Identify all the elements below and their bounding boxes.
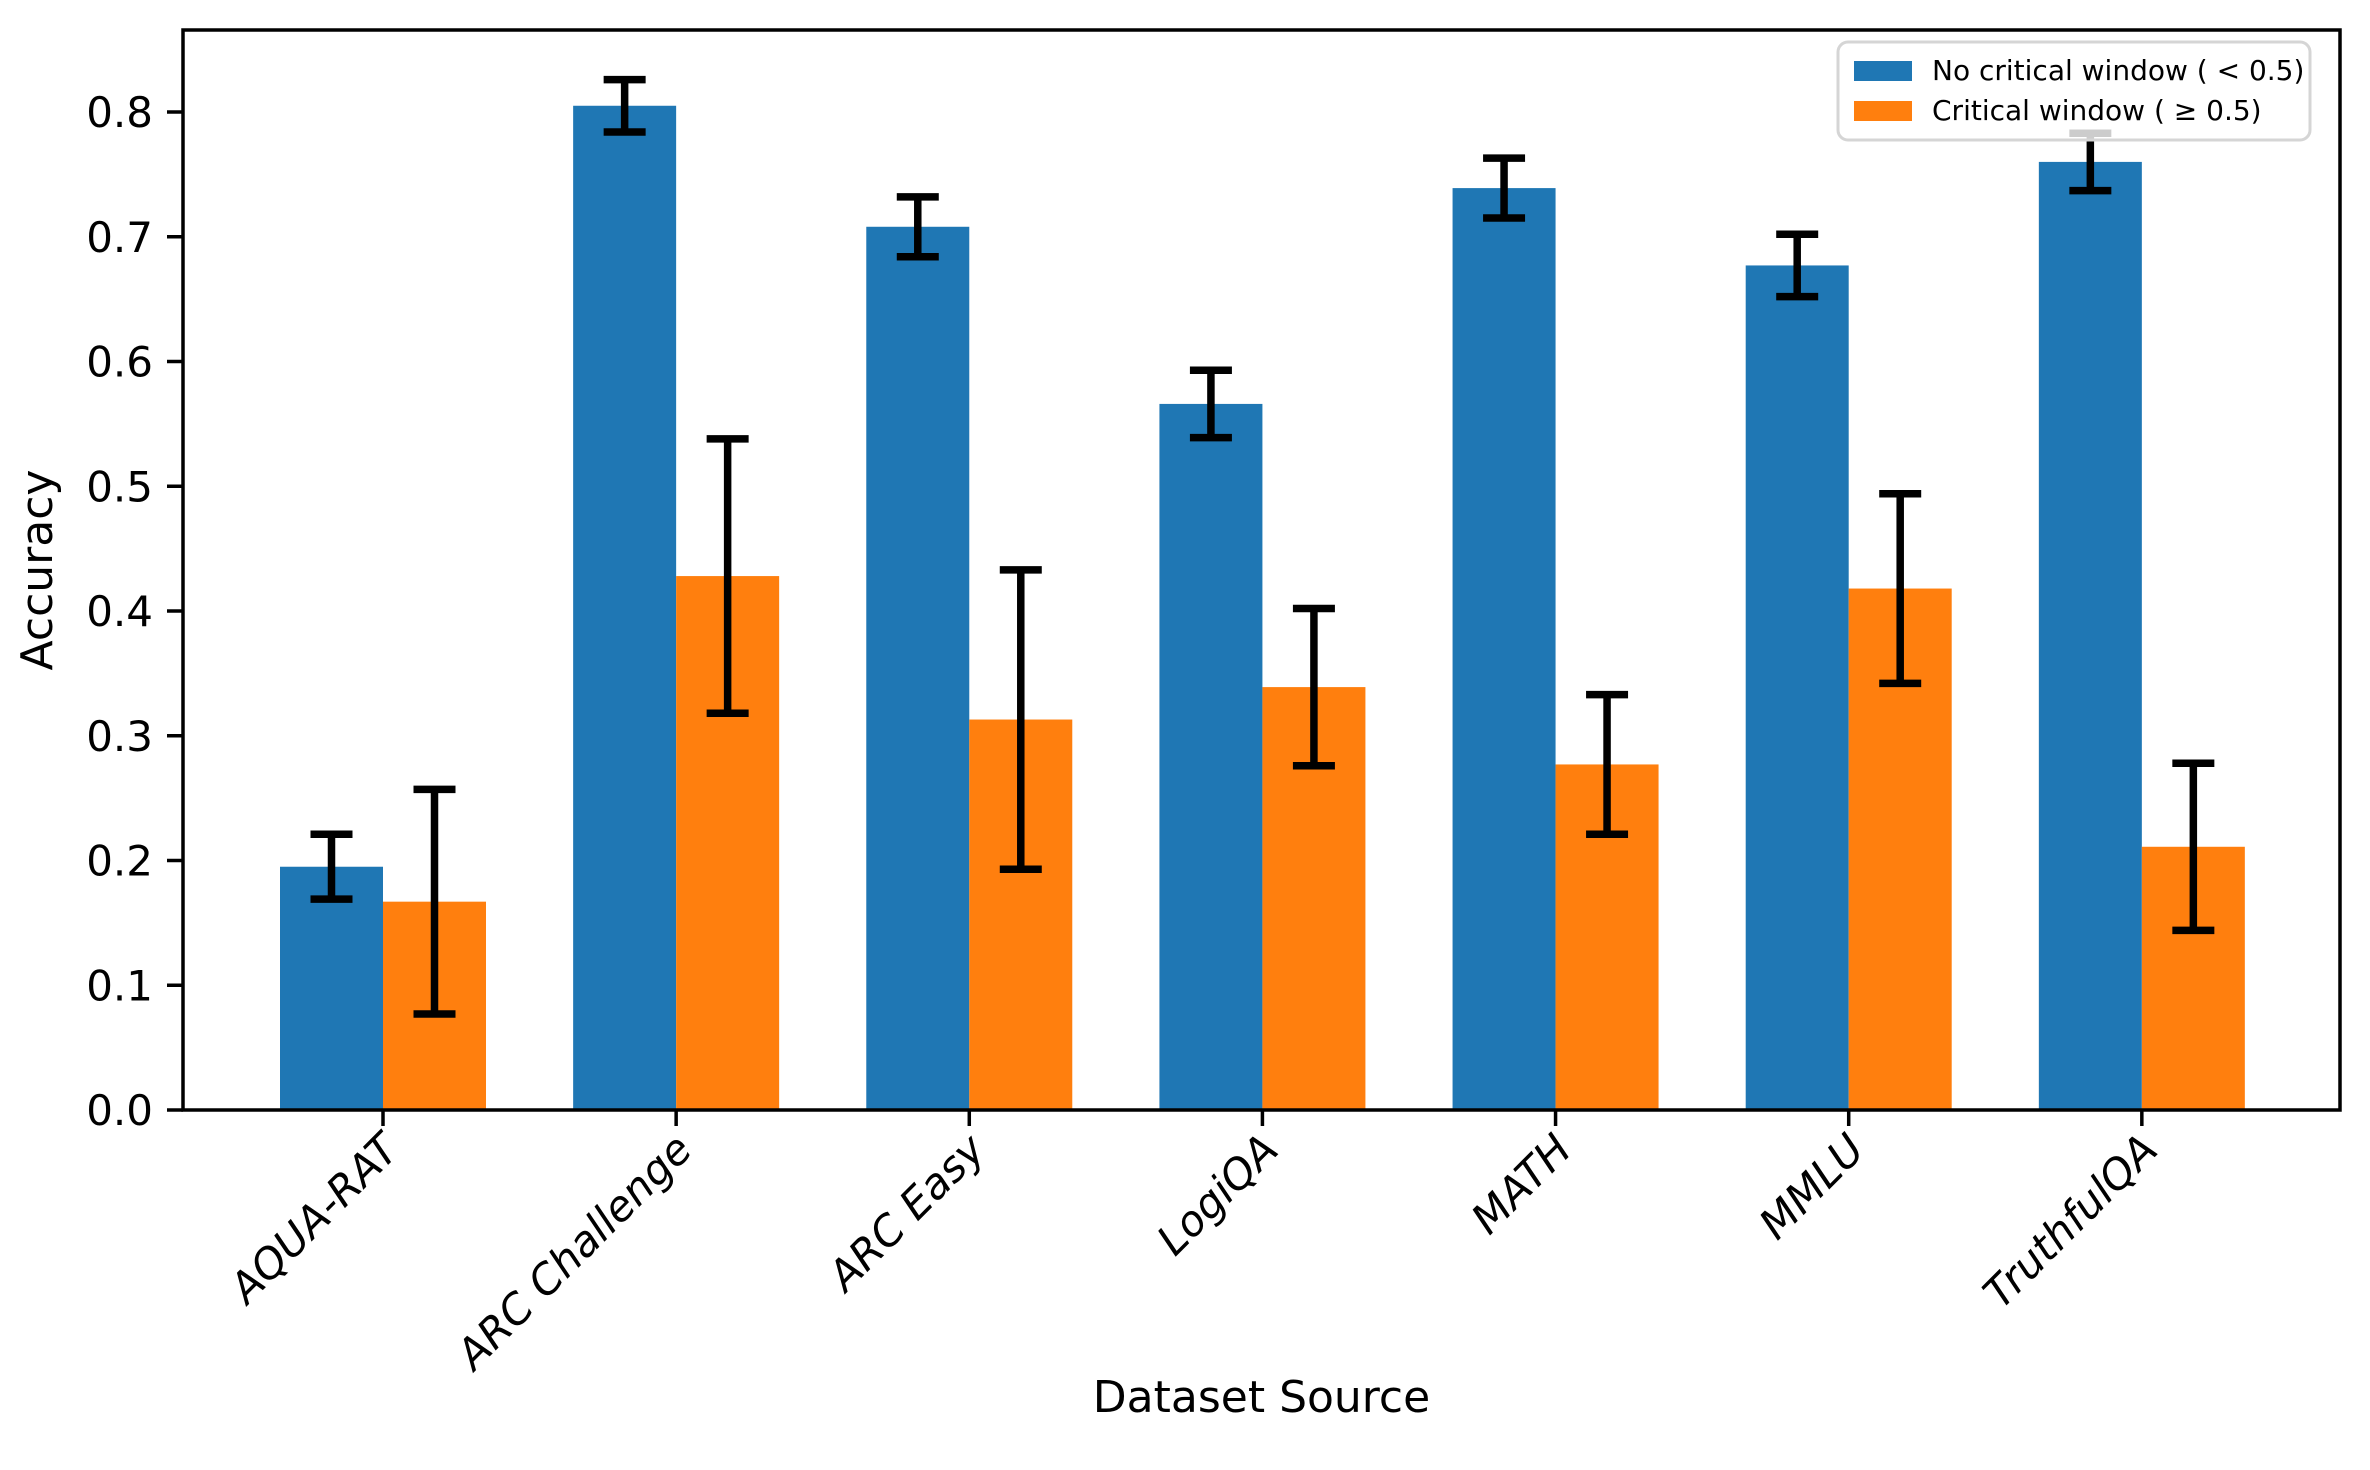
y-tick-label-1: 0.1	[86, 961, 153, 1010]
y-tick-label-6: 0.6	[86, 338, 153, 387]
bar-series0-cat2	[866, 226, 970, 1110]
bar-series0-cat0	[280, 866, 383, 1110]
legend-label-series1: Critical window ( ≥ 0.5)	[1932, 94, 2262, 127]
y-tick-label-8: 0.8	[86, 88, 153, 137]
bar-series0-cat6	[2038, 161, 2142, 1110]
legend-swatch-series1	[1854, 101, 1912, 121]
y-tick-label-4: 0.4	[86, 587, 153, 636]
bar-series0-cat5	[1745, 265, 1849, 1110]
y-axis-label: Accuracy	[12, 470, 63, 671]
bar-series0-cat3	[1159, 403, 1263, 1110]
bar-series0-cat1	[573, 105, 677, 1110]
legend-box	[1836, 40, 2312, 142]
y-tick-label-5: 0.5	[86, 462, 153, 511]
y-tick-label-3: 0.3	[86, 712, 153, 761]
x-axis-label: Dataset Source	[1093, 1372, 1430, 1423]
y-tick-label-0: 0.0	[86, 1086, 153, 1135]
y-tick-label-2: 0.2	[86, 837, 153, 886]
legend-label-series0: No critical window ( < 0.5)	[1932, 54, 2304, 87]
bar-series0-cat4	[1452, 188, 1556, 1110]
y-tick-label-7: 0.7	[86, 213, 153, 262]
legend-swatch-series0	[1854, 61, 1912, 81]
